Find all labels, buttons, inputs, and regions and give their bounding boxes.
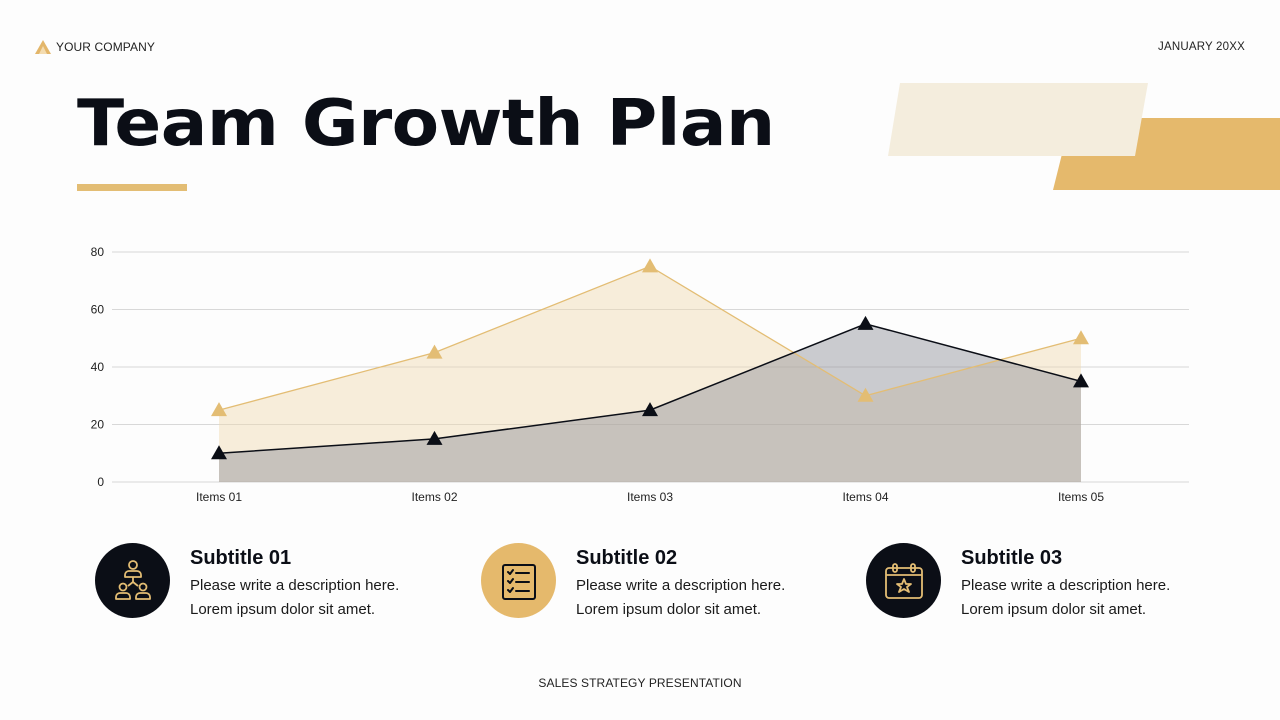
triangle-marker-icon	[211, 445, 227, 460]
feature-icon-circle	[95, 543, 170, 618]
feature-description-line1: Please write a description here.	[961, 577, 1171, 594]
triangle-marker-icon	[426, 430, 443, 445]
chart-gridlines	[112, 251, 1189, 483]
x-tick-label: Items 02	[411, 490, 457, 504]
feature-subtitle: Subtitle 02	[576, 547, 678, 569]
feature-description-line2: Lorem ipsum dolor sit amet.	[961, 601, 1147, 618]
feature-icon-circle	[866, 543, 941, 618]
feature-icon-circle	[481, 543, 556, 618]
triangle-marker-icon	[857, 387, 874, 402]
y-tick-label: 60	[91, 303, 105, 317]
footer-text: SALES STRATEGY PRESENTATION	[538, 676, 742, 690]
triangle-marker-icon	[642, 402, 658, 417]
y-tick-label: 0	[97, 475, 104, 489]
triangle-marker-icon	[211, 402, 227, 417]
checklist-icon	[501, 563, 536, 600]
feature-subtitle: Subtitle 01	[190, 547, 292, 569]
company-name: YOUR COMPANY	[56, 40, 155, 54]
deco-cream-parallelogram	[888, 83, 1148, 156]
feature-item-1: Subtitle 01 Please write a description h…	[95, 543, 399, 622]
feature-item-2: Subtitle 02 Please write a description h…	[481, 543, 785, 622]
header-date: JANUARY 20XX	[1158, 41, 1245, 53]
decorative-shapes	[888, 83, 1280, 190]
page-title: Team Growth Plan	[77, 87, 775, 161]
series-area	[219, 266, 1081, 482]
x-tick-label: Items 01	[196, 490, 242, 504]
y-tick-label: 80	[91, 245, 105, 259]
calendar-star-icon	[884, 562, 923, 599]
feature-item-3: Subtitle 03 Please write a description h…	[866, 543, 1170, 622]
x-tick-label: Items 05	[1058, 490, 1104, 504]
feature-subtitle: Subtitle 03	[961, 547, 1063, 569]
company-logo-triangle-icon	[35, 40, 51, 54]
title-underline	[77, 184, 187, 191]
triangle-marker-icon	[642, 258, 658, 273]
y-tick-label: 20	[91, 418, 105, 432]
triangle-marker-icon	[426, 344, 443, 359]
chart-x-axis: Items 01 Items 02 Items 03 Items 04 Items 05	[196, 490, 1104, 504]
feature-description-line2: Lorem ipsum dolor sit amet.	[576, 601, 762, 618]
chart-areas	[219, 266, 1081, 482]
y-tick-label: 40	[91, 360, 105, 374]
feature-description-line1: Please write a description here.	[190, 577, 400, 594]
feature-description-line1: Please write a description here.	[576, 577, 786, 594]
x-tick-label: Items 04	[842, 490, 888, 504]
team-hierarchy-icon	[114, 559, 151, 600]
company-brand: YOUR COMPANY	[35, 40, 155, 54]
chart-y-axis: 0 20 40 60 80	[91, 245, 105, 489]
chart-markers	[211, 258, 1089, 460]
feature-description-line2: Lorem ipsum dolor sit amet.	[190, 601, 376, 618]
triangle-marker-icon	[857, 315, 874, 330]
x-tick-label: Items 03	[627, 490, 673, 504]
triangle-marker-icon	[1073, 373, 1089, 388]
triangle-marker-icon	[1073, 330, 1089, 345]
